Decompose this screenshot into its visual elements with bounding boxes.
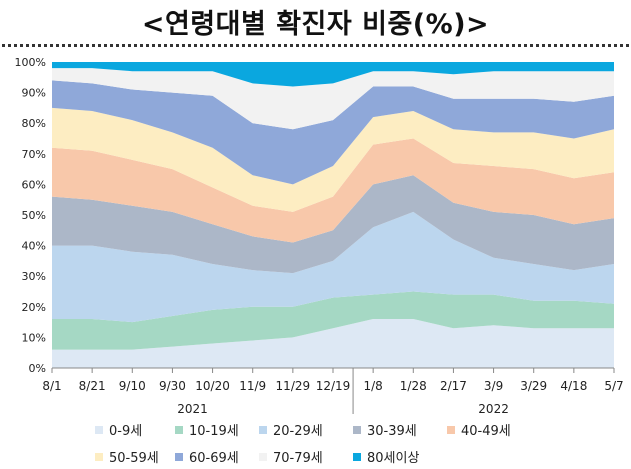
x-tick-label: 4/18 [560,379,587,393]
area-series-6 [52,80,614,185]
legend-swatch [175,425,183,434]
stacked-area-chart: 0% 10% 20% 30% 40% 50% 60% 70% 80% 90% 100% 8/1 8/21… [15,56,624,416]
x-tick-label: 8/1 [42,379,61,393]
x-tick-label: 5/7 [604,379,623,393]
x-tick-label: 1/8 [363,379,382,393]
y-tick-label: 0% [29,362,46,375]
legend-swatch [175,452,183,461]
legend-swatch [259,425,267,434]
area-series-2 [52,211,614,323]
legend-label: 20-29세 [273,424,323,439]
y-tick-label: 90% [22,87,46,100]
legend-label: 40-49세 [461,424,511,439]
legend-swatch [95,425,103,434]
page-title: <연령대별 확진자 비중(%)> [141,9,490,40]
area-series-0 [52,319,614,368]
legend-item: 80세이상 [353,447,447,466]
y-tick-label: 40% [22,240,46,253]
legend-item: 30-39세 [353,420,447,439]
legend-label: 30-39세 [367,424,417,439]
area-series-5 [52,107,614,212]
x-tick-label: 11/29 [276,379,311,393]
x-tick-label: 9/10 [119,379,146,393]
area-series-8 [52,62,614,87]
y-tick-label: 100% [15,56,46,69]
y-tick-label: 10% [22,331,46,344]
legend-label: 80세이상 [367,451,420,466]
legend-item: 10-19세 [175,420,259,439]
legend-swatch [95,452,103,461]
legend-label: 10-19세 [189,424,239,439]
x-tick-label: 9/30 [159,379,186,393]
area-series-3 [52,175,614,274]
legend-label: 50-59세 [109,451,159,466]
legend-item: 50-59세 [95,447,175,466]
legend-item: 60-69세 [175,447,259,466]
y-tick-label: 50% [22,209,46,222]
legend-item: 20-29세 [259,420,353,439]
area-series-1 [52,291,614,350]
y-tick-label: 20% [22,301,46,314]
chart-legend: 0-9세 10-19세 20-29세 30-39세 40-49세 50-59세 60-69세… [95,420,595,466]
x-tick-label: 3/9 [484,379,503,393]
x-tick-label: 12/19 [316,379,351,393]
legend-swatch [353,452,361,461]
x-tick-label: 10/20 [195,379,230,393]
x-tick-label: 1/28 [400,379,427,393]
legend-swatch [447,425,455,434]
legend-label: 60-69세 [189,451,239,466]
y-tick-label: 30% [22,270,46,283]
x-tick-label: 11/9 [239,379,266,393]
axes-layer [51,367,615,414]
y-tick-label: 80% [22,117,46,130]
legend-label: 70-79세 [273,451,323,466]
year-label: 2022 [478,402,509,416]
y-tick-label: 60% [22,178,46,191]
x-tick-label: 2/17 [440,379,467,393]
legend-item: 0-9세 [95,420,175,439]
x-tick-label: 8/21 [79,379,106,393]
year-label: 2021 [177,402,208,416]
x-tick-label: 3/29 [520,379,547,393]
legend-swatch [259,452,267,461]
area-series-7 [52,68,614,130]
y-tick-label: 70% [22,148,46,161]
legend-swatch [353,425,361,434]
legend-item: 70-79세 [259,447,353,466]
legend-item: 40-49세 [447,420,557,439]
labels-layer: 0% 10% 20% 30% 40% 50% 60% 70% 80% 90% 100% 8/1 8/21… [15,56,624,416]
legend-label: 0-9세 [109,424,143,439]
area-layer [52,62,614,368]
title-divider [2,44,629,47]
